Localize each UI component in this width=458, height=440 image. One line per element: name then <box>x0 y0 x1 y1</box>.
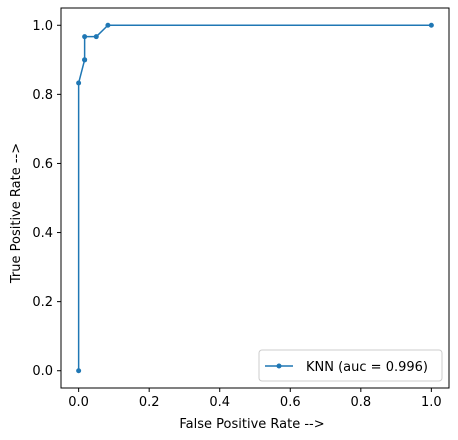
data-point <box>82 57 88 63</box>
data-point <box>105 22 111 28</box>
data-point <box>76 368 82 374</box>
y-tick-label: 0.2 <box>32 295 53 310</box>
data-point <box>76 80 82 86</box>
y-tick-label: 0.4 <box>32 226 53 241</box>
x-tick-label: 1.0 <box>421 395 442 410</box>
x-tick-label: 0.6 <box>280 395 301 410</box>
x-tick-label: 0.2 <box>139 395 160 410</box>
y-tick-label: 0.6 <box>32 157 53 172</box>
y-tick-label: 0.8 <box>32 88 53 103</box>
x-axis-label: False Positive Rate --> <box>179 417 324 432</box>
legend-marker-swatch <box>276 363 282 369</box>
data-point <box>93 34 99 40</box>
legend: KNN (auc = 0.996) <box>258 349 443 382</box>
x-tick-label: 0.8 <box>350 395 371 410</box>
y-axis-ticks: 0.0 0.2 0.4 0.6 0.8 1.0 <box>32 19 61 379</box>
x-tick-label: 0.0 <box>68 395 89 410</box>
legend-label: KNN (auc = 0.996) <box>306 360 428 375</box>
legend-box <box>258 349 443 382</box>
y-tick-label: 0.0 <box>32 364 53 379</box>
data-point <box>428 22 434 28</box>
x-axis-ticks: 0.0 0.2 0.4 0.6 0.8 1.0 <box>68 388 442 410</box>
x-tick-label: 0.4 <box>209 395 230 410</box>
y-axis-label: True Positive Rate --> <box>9 143 24 284</box>
series-layer <box>76 22 434 374</box>
plot-frame <box>60 7 450 389</box>
plot-area <box>60 7 450 389</box>
data-point <box>82 34 88 40</box>
y-tick-label: 1.0 <box>32 19 53 34</box>
